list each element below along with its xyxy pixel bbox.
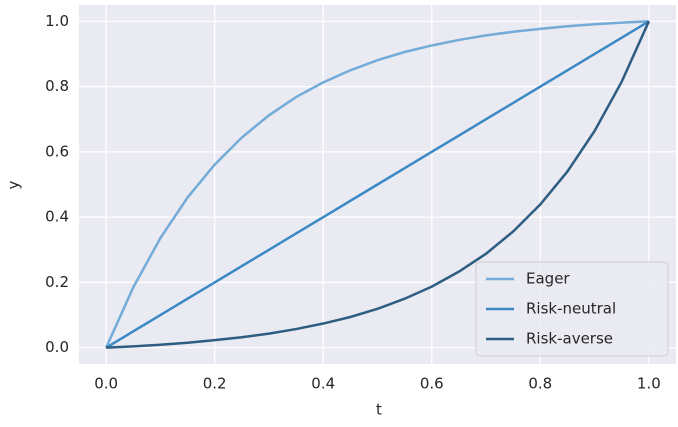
y-tick-label: 0.2	[45, 273, 69, 291]
x-axis-label: t	[376, 401, 382, 419]
y-tick-label: 0.4	[45, 208, 69, 226]
y-axis-label: y	[5, 180, 23, 189]
x-tick-label: 0.0	[94, 375, 118, 393]
legend-label: Eager	[526, 270, 570, 288]
legend: Eager Risk-neutral Risk-averse	[475, 261, 669, 357]
x-tick-label: 0.6	[420, 375, 444, 393]
x-tick-label: 0.4	[311, 375, 335, 393]
legend-label: Risk-neutral	[526, 300, 616, 318]
line	[106, 20, 651, 349]
y-tick-label: 0.0	[45, 338, 69, 356]
legend-box	[475, 261, 669, 357]
legend-label: Risk-averse	[526, 330, 613, 348]
x-tick-label: 0.8	[528, 375, 552, 393]
x-tick-label: 0.2	[203, 375, 227, 393]
y-tick-label: 0.6	[45, 142, 69, 160]
line	[104, 20, 649, 349]
y-tick-label: 0.8	[45, 77, 69, 95]
y-tick-label: 1.0	[45, 12, 69, 30]
line	[105, 20, 650, 349]
x-tick-label: 1.0	[637, 375, 661, 393]
